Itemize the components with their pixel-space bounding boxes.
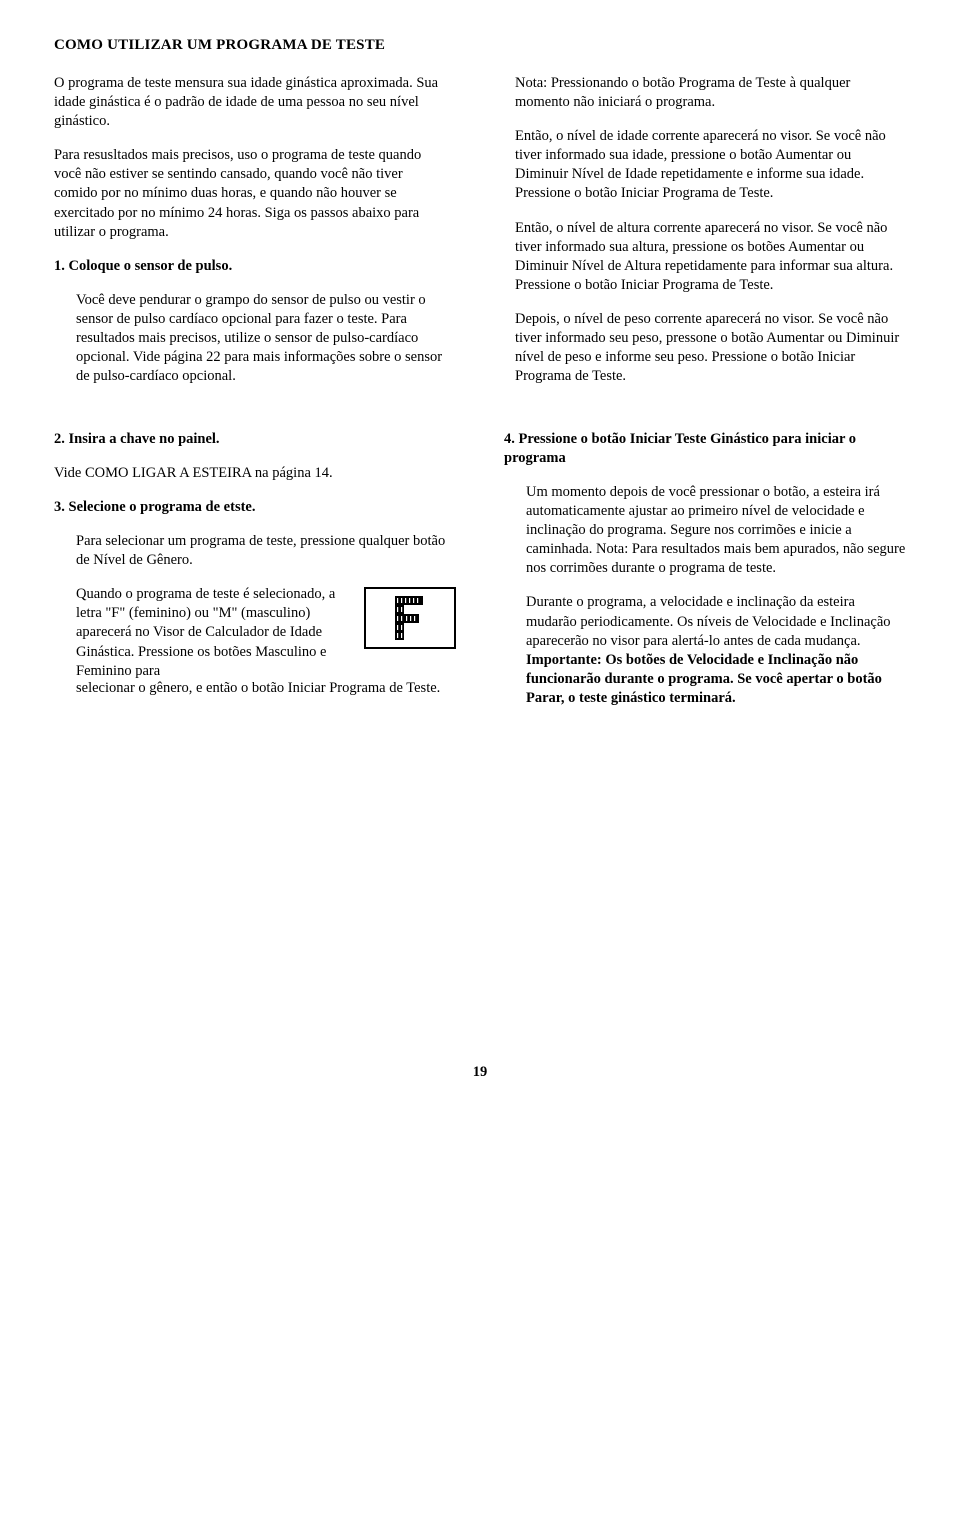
step3-after-display: selecionar o gênero, e então o botão Ini…: [54, 679, 456, 698]
letter-f-icon: [393, 596, 427, 640]
gender-display-row: Quando o programa de teste é selecionado…: [54, 585, 456, 681]
weight-paragraph: Depois, o nível de peso corrente aparece…: [515, 310, 906, 387]
left-column-top: O programa de teste mensura sua idade gi…: [54, 74, 445, 402]
step4-paragraph-2a: Durante o programa, a velocidade e incli…: [526, 594, 891, 648]
step3-body: Para selecionar um programa de teste, pr…: [54, 532, 456, 570]
step4-paragraph-2b-bold: Importante: Os botões de Velocidade e In…: [526, 652, 882, 706]
bottom-columns: 2. Insira a chave no painel. Vide COMO L…: [54, 424, 906, 724]
page-title: COMO UTILIZAR UM PROGRAMA DE TESTE: [54, 36, 906, 56]
intro-paragraph-1: O programa de teste mensura sua idade gi…: [54, 74, 445, 131]
step3-heading: 3. Selecione o programa de etste.: [54, 498, 456, 517]
gender-display-icon: [364, 587, 456, 649]
step4-paragraph-2: Durante o programa, a velocidade e incli…: [504, 593, 906, 708]
page-number: 19: [54, 1063, 906, 1082]
left-column-bottom: 2. Insira a chave no painel. Vide COMO L…: [54, 424, 456, 724]
top-columns: O programa de teste mensura sua idade gi…: [54, 74, 906, 402]
step4-paragraph-1: Um momento depois de você pressionar o b…: [504, 483, 906, 579]
age-paragraph: Então, o nível de idade corrente aparece…: [515, 127, 906, 204]
right-column-top: Nota: Pressionando o botão Programa de T…: [493, 74, 906, 402]
height-paragraph: Então, o nível de altura corrente aparec…: [515, 219, 906, 296]
step2-reference: Vide COMO LIGAR A ESTEIRA na página 14.: [54, 464, 456, 483]
step4-heading: 4. Pressione o botão Iniciar Teste Ginás…: [504, 430, 906, 468]
intro-paragraph-2: Para resusltados mais precisos, uso o pr…: [54, 146, 445, 242]
step1-body: Você deve pendurar o grampo do sensor de…: [54, 291, 445, 387]
step1-heading: 1. Coloque o sensor de pulso.: [54, 257, 445, 276]
step2-heading: 2. Insira a chave no painel.: [54, 430, 456, 449]
note-paragraph: Nota: Pressionando o botão Programa de T…: [515, 74, 906, 112]
right-column-bottom: 4. Pressione o botão Iniciar Teste Ginás…: [504, 424, 906, 724]
step3-display-text: Quando o programa de teste é selecionado…: [76, 585, 354, 681]
